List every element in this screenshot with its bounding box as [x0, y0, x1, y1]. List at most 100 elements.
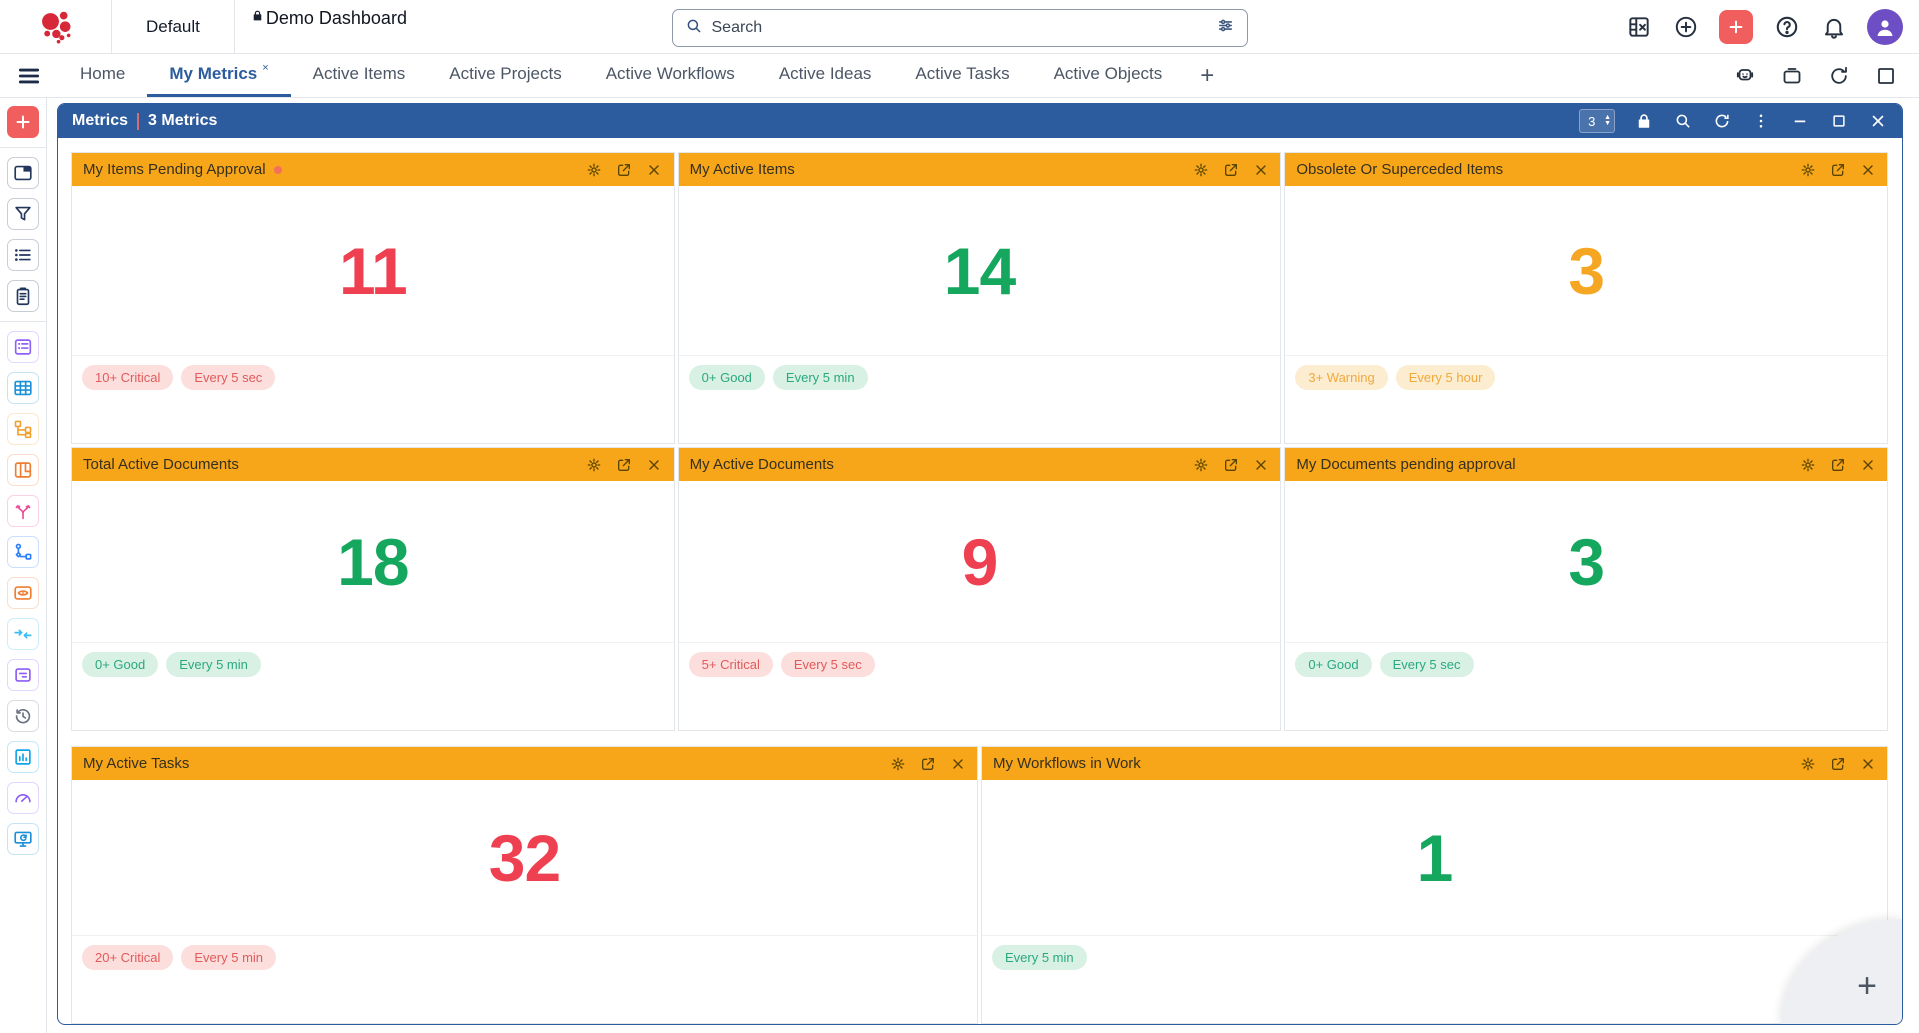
columns-stepper-value[interactable]: 3 — [1588, 113, 1596, 129]
metric-card-actions — [1799, 161, 1876, 178]
open-in-new-icon[interactable] — [1222, 161, 1239, 178]
settings-icon[interactable] — [889, 755, 906, 772]
refresh-icon[interactable] — [1825, 62, 1852, 89]
search-filters-icon[interactable] — [1216, 16, 1235, 40]
toolbox-icon[interactable] — [1778, 62, 1805, 89]
lock-panel-icon[interactable] — [1634, 111, 1654, 131]
stepper-down-icon[interactable]: ▼ — [1604, 120, 1611, 127]
status-badge: Every 5 hour — [1395, 365, 1496, 390]
minimize-panel-icon[interactable] — [1790, 111, 1810, 131]
sidebar-converge-arrows-icon[interactable] — [7, 618, 39, 650]
quick-add-button[interactable] — [1719, 9, 1753, 44]
status-badge: Every 5 sec — [181, 365, 276, 390]
sidebar-filter-icon[interactable] — [7, 198, 39, 230]
user-avatar[interactable] — [1867, 8, 1903, 45]
close-icon[interactable] — [1252, 161, 1269, 178]
sidebar-form-list-icon[interactable] — [7, 331, 39, 363]
app-logo[interactable] — [0, 0, 112, 53]
status-badge: Every 5 sec — [1379, 652, 1474, 677]
tabbar-actions — [1731, 54, 1919, 97]
metrics-panel: Metrics 3 Metrics 3 ▲ ▼ — [57, 103, 1903, 1025]
settings-icon[interactable] — [1799, 161, 1816, 178]
refresh-panel-icon[interactable] — [1712, 111, 1732, 131]
sidebar-gauge-icon[interactable] — [7, 782, 39, 814]
tab-label: My Metrics — [169, 64, 258, 83]
open-in-new-icon[interactable] — [1829, 755, 1846, 772]
open-in-new-icon[interactable] — [1829, 161, 1846, 178]
settings-icon[interactable] — [1799, 456, 1816, 473]
close-icon[interactable] — [949, 755, 966, 772]
open-in-new-icon[interactable] — [1829, 456, 1846, 473]
sidebar-window-icon[interactable] — [7, 157, 39, 189]
help-icon[interactable] — [1773, 13, 1800, 40]
grid-clear-icon[interactable] — [1625, 13, 1652, 40]
global-search[interactable] — [671, 9, 1248, 47]
tab-active-ideas[interactable]: Active Ideas — [757, 54, 894, 97]
sidebar-watch-view-icon[interactable] — [7, 577, 39, 609]
tab-my-metrics[interactable]: My Metrics × — [147, 54, 291, 97]
workspace-label: Default — [146, 16, 200, 36]
metric-value: 3 — [1568, 524, 1605, 599]
close-icon[interactable] — [1859, 161, 1876, 178]
search-input[interactable] — [711, 19, 1207, 37]
close-icon[interactable] — [1252, 456, 1269, 473]
close-icon[interactable] — [1859, 755, 1876, 772]
tab-active-workflows[interactable]: Active Workflows — [584, 54, 757, 97]
close-icon[interactable] — [1859, 456, 1876, 473]
notifications-icon[interactable] — [1820, 13, 1847, 40]
close-icon[interactable] — [646, 456, 663, 473]
sidebar-kanban-icon[interactable] — [7, 454, 39, 486]
columns-stepper[interactable]: 3 ▲ ▼ — [1579, 109, 1615, 133]
metric-card-title: My Active Tasks — [83, 755, 190, 772]
more-options-icon[interactable] — [1751, 111, 1771, 131]
sidebar-document-card-icon[interactable] — [7, 659, 39, 691]
settings-icon[interactable] — [1799, 755, 1816, 772]
sidebar-bar-chart-icon[interactable] — [7, 741, 39, 773]
open-in-new-icon[interactable] — [919, 755, 936, 772]
tab-active-items[interactable]: Active Items — [291, 54, 428, 97]
open-in-new-icon[interactable] — [1222, 456, 1239, 473]
settings-icon[interactable] — [1192, 456, 1209, 473]
tab-active-objects[interactable]: Active Objects — [1032, 54, 1185, 97]
add-tab-button[interactable]: + — [1200, 61, 1215, 89]
sidebar-add-icon[interactable] — [7, 106, 39, 138]
stepper-up-icon[interactable]: ▲ — [1604, 114, 1611, 121]
settings-icon[interactable] — [586, 456, 603, 473]
metric-card-header: My Documents pending approval — [1285, 448, 1888, 481]
open-in-new-icon[interactable] — [616, 161, 633, 178]
settings-icon[interactable] — [586, 161, 603, 178]
open-in-new-icon[interactable] — [616, 456, 633, 473]
sidebar-split-arrows-icon[interactable] — [7, 495, 39, 527]
sidebar-hierarchy-icon[interactable] — [7, 413, 39, 445]
metric-card-actions — [586, 456, 663, 473]
tab-close-icon[interactable]: × — [262, 62, 269, 74]
status-badge: 3+ Warning — [1295, 365, 1388, 390]
sidebar-clipboard-icon[interactable] — [7, 280, 39, 312]
search-panel-icon[interactable] — [1673, 111, 1693, 131]
status-badge: 10+ Critical — [82, 365, 174, 390]
panel-area: Metrics 3 Metrics 3 ▲ ▼ — [47, 98, 1919, 1033]
assistant-robot-icon[interactable] — [1731, 62, 1758, 89]
tab-active-projects[interactable]: Active Projects — [427, 54, 583, 97]
columns-stepper-arrows[interactable]: ▲ ▼ — [1604, 114, 1611, 127]
sidebar-table-icon[interactable] — [7, 372, 39, 404]
metric-card-my-workflows-in-work: My Workflows in Work — [981, 746, 1888, 1024]
status-badge: 0+ Good — [688, 365, 765, 390]
sidebar-graph-nodes-icon[interactable] — [7, 536, 39, 568]
tab-home[interactable]: Home — [58, 54, 147, 97]
maximize-icon[interactable] — [1872, 62, 1899, 89]
tab-active-tasks[interactable]: Active Tasks — [893, 54, 1031, 97]
sidebar-monitor-sync-icon[interactable] — [7, 823, 39, 855]
close-panel-icon[interactable] — [1868, 111, 1888, 131]
menu-hamburger-icon[interactable] — [0, 54, 58, 97]
sidebar-history-icon[interactable] — [7, 700, 39, 732]
metric-card-my-active-items: My Active Items — [677, 152, 1282, 444]
close-icon[interactable] — [646, 161, 663, 178]
settings-icon[interactable] — [1192, 161, 1209, 178]
metric-value: 32 — [488, 820, 561, 895]
metric-card-actions — [586, 161, 663, 178]
sidebar-list-icon[interactable] — [7, 239, 39, 271]
add-circle-icon[interactable] — [1672, 13, 1699, 40]
workspace-selector[interactable]: Default — [112, 0, 235, 53]
maximize-panel-icon[interactable] — [1829, 111, 1849, 131]
